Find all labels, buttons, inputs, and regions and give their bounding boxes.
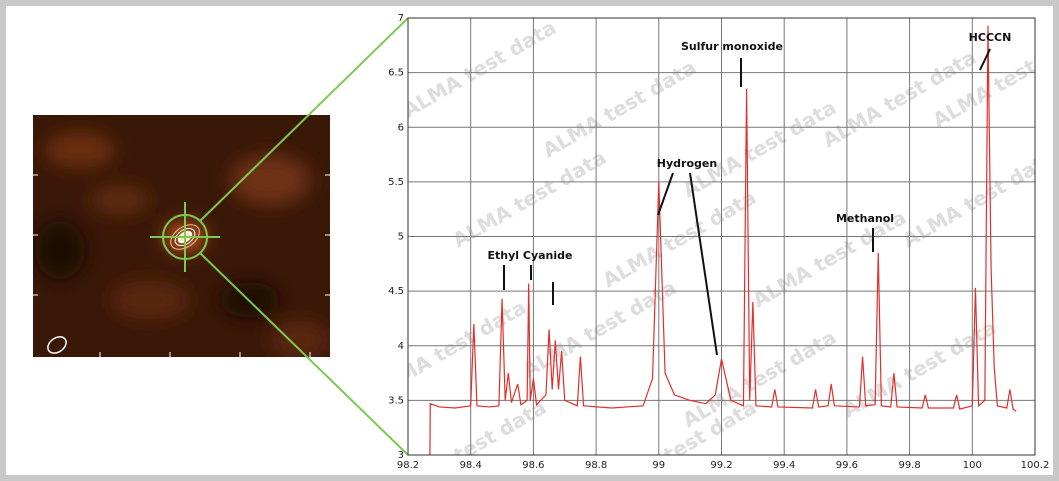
plot-border <box>407 17 1036 456</box>
y-tick-label: 7 <box>398 13 404 24</box>
y-tick-label: 3 <box>398 450 404 461</box>
leader-line <box>657 172 674 216</box>
leader-line <box>689 172 718 356</box>
annotation: Hydrogen <box>657 157 717 170</box>
x-tick-label: 99 <box>652 460 665 471</box>
leader-line <box>979 48 991 71</box>
spectrum-line <box>429 25 1017 456</box>
annotation: Sulfur monoxide <box>681 40 783 53</box>
annotation: HCCCN <box>969 31 1012 44</box>
series <box>429 25 1017 456</box>
x-tick-label: 98.8 <box>585 460 607 471</box>
y-tick-label: 5.5 <box>388 177 404 188</box>
image-ticks <box>33 174 330 357</box>
sky-image <box>33 115 330 357</box>
x-tick-label: 99.4 <box>773 460 795 471</box>
x-tick-label: 98.2 <box>397 460 419 471</box>
x-tick-label: 98.6 <box>522 460 544 471</box>
y-tick-label: 6 <box>398 122 404 133</box>
y-tick-label: 4 <box>398 341 404 352</box>
x-tick-label: 100.2 <box>1021 460 1050 471</box>
x-tick-label: 99.2 <box>710 460 732 471</box>
annotation: Ethyl Cyanide <box>488 249 573 262</box>
y-tick-label: 6.5 <box>388 68 404 79</box>
y-tick-label: 4.5 <box>388 286 404 297</box>
zoom-marker <box>150 17 409 456</box>
x-tick-label: 98.4 <box>460 460 482 471</box>
annotations: Ethyl Cyanide Hydrogen Sulfur monoxide M… <box>488 31 1012 356</box>
x-tick-label: 99.8 <box>898 460 920 471</box>
y-tick-label: 3.5 <box>388 395 404 406</box>
y-tick-label: 5 <box>398 232 404 243</box>
annotation: Methanol <box>836 212 894 225</box>
x-tick-label: 99.6 <box>836 460 858 471</box>
x-tick-label: 100 <box>963 460 982 471</box>
